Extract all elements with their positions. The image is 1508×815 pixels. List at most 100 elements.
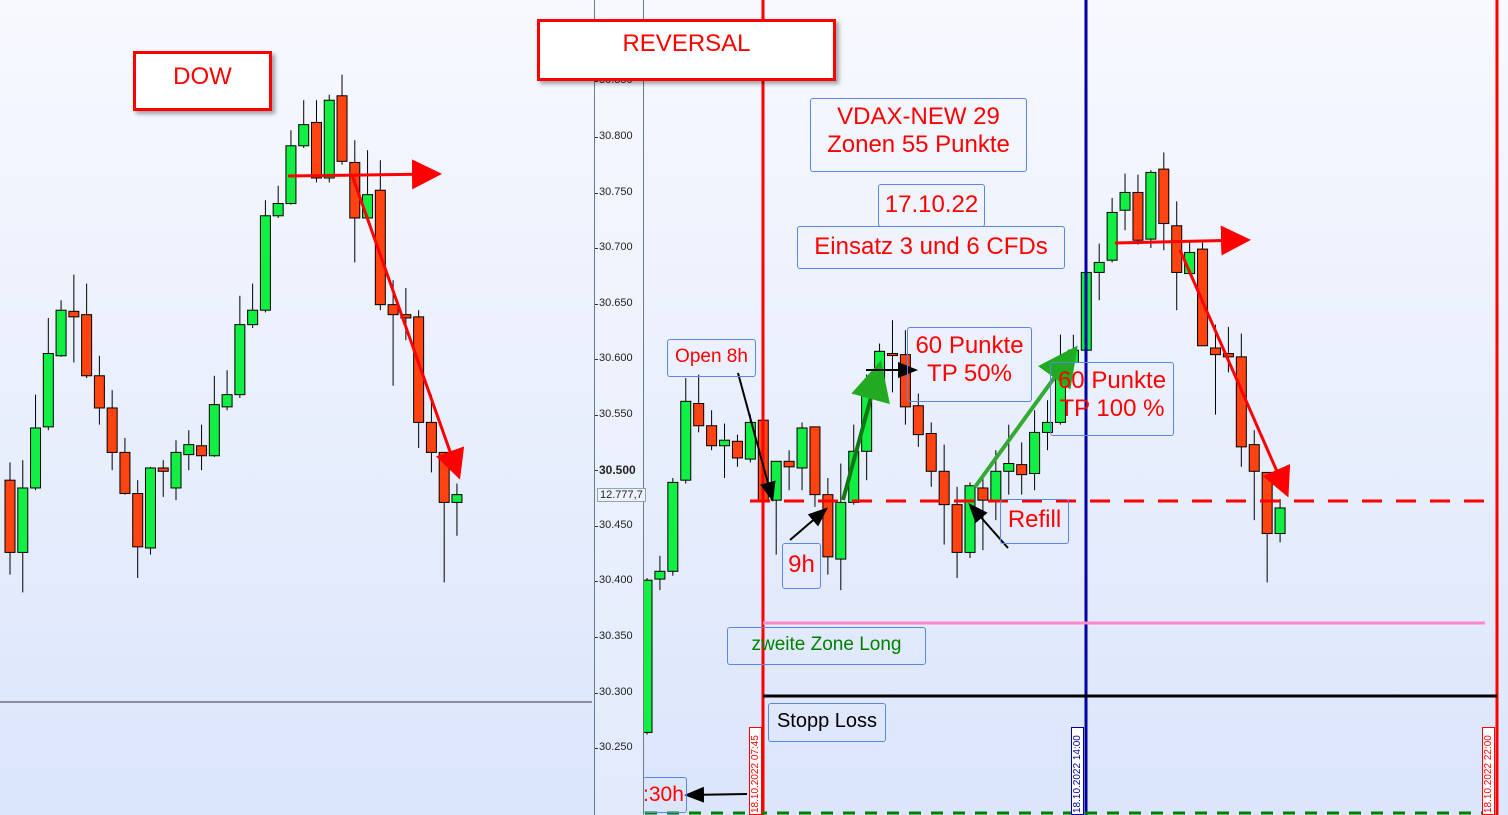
candle-up[interactable] [964, 485, 976, 553]
tp50-box: 60 Punkte TP 50% [907, 327, 1032, 402]
candle-up[interactable] [55, 309, 67, 357]
candle-down[interactable] [1248, 444, 1260, 472]
candle-down[interactable] [977, 487, 989, 501]
candle-up[interactable] [1042, 421, 1054, 433]
time-830-box: :30h [643, 777, 687, 813]
tp100-line1: 60 Punkte [1057, 367, 1167, 394]
time-marker-mid: 18.10.2022 14:00 [1071, 727, 1084, 815]
axis-tick: 30.600 [595, 352, 633, 365]
candle-up[interactable] [30, 427, 42, 489]
price-axis[interactable]: 12.777,7 30.90030.85030.80030.75030.7003… [594, 0, 646, 815]
candle-down[interactable] [387, 304, 399, 316]
date-box: 17.10.22 [878, 184, 985, 227]
candle-down[interactable] [1261, 471, 1273, 535]
candle-down[interactable] [310, 121, 322, 179]
candle-up[interactable] [1119, 191, 1131, 211]
candle-down[interactable] [822, 494, 834, 558]
candle-down[interactable] [81, 314, 93, 377]
dow-candles [4, 74, 463, 593]
candle-up[interactable] [1003, 463, 1015, 472]
candle-down[interactable] [899, 354, 911, 408]
candle-up[interactable] [221, 394, 233, 408]
candle-up[interactable] [719, 439, 731, 447]
candle-up[interactable] [1274, 507, 1286, 535]
candle-down[interactable] [1171, 225, 1183, 273]
candle-down[interactable] [349, 161, 361, 219]
candle-down[interactable] [413, 316, 425, 423]
candle-down[interactable] [4, 479, 16, 553]
dow-title-box: DOW [133, 51, 272, 111]
candle-down[interactable] [938, 470, 950, 506]
candle-down[interactable] [196, 445, 208, 457]
einsatz-box: Einsatz 3 und 6 CFDs [797, 226, 1065, 269]
candle-up[interactable] [1106, 211, 1118, 261]
time-830-arrow [684, 786, 748, 803]
price-tag: 12.777,7 [597, 488, 646, 502]
open8h-arrow [737, 372, 776, 502]
candle-up[interactable] [234, 324, 246, 396]
candle-up[interactable] [144, 467, 156, 549]
candle-up[interactable] [451, 494, 463, 503]
candle-down[interactable] [912, 405, 924, 436]
candle-down[interactable] [925, 433, 937, 472]
candle-up[interactable] [744, 421, 756, 460]
candle-up[interactable] [323, 99, 335, 179]
candle-down[interactable] [106, 407, 118, 453]
candle-up[interactable] [796, 427, 808, 469]
tp50-line1: 60 Punkte [915, 332, 1024, 359]
candle-down[interactable] [1132, 191, 1144, 241]
axis-tick: 30.650 [595, 296, 633, 309]
candle-up[interactable] [42, 353, 54, 428]
candle-down[interactable] [886, 353, 898, 357]
candle-down[interactable] [374, 189, 386, 306]
candle-down[interactable] [809, 426, 821, 496]
dow-horizontal-arrow [287, 159, 442, 190]
candle-up[interactable] [272, 203, 284, 217]
candle-up[interactable] [770, 460, 782, 501]
candle-down[interactable] [783, 460, 795, 468]
candle-down[interactable] [119, 451, 131, 495]
candle-up[interactable] [183, 444, 195, 456]
candle-up[interactable] [990, 470, 1002, 501]
candle-down[interactable] [157, 467, 169, 472]
candle-down[interactable] [336, 95, 348, 162]
candle-down[interactable] [693, 403, 705, 427]
candle-up[interactable] [835, 501, 847, 560]
refill-box: Refill [1000, 499, 1069, 544]
candle-up[interactable] [208, 404, 220, 457]
candle-up[interactable] [259, 215, 271, 311]
candle-down[interactable] [706, 425, 718, 447]
candle-down[interactable] [951, 504, 963, 553]
candle-up[interactable] [17, 487, 29, 553]
candle-up[interactable] [667, 481, 679, 572]
candle-up[interactable] [247, 309, 259, 326]
candle-down[interactable] [132, 493, 144, 548]
candle-down[interactable] [1235, 356, 1247, 448]
candle-down[interactable] [1158, 168, 1170, 225]
candle-up[interactable] [298, 124, 310, 147]
candle-down[interactable] [1016, 464, 1028, 476]
candle-up[interactable] [654, 570, 666, 580]
candle-down[interactable] [1209, 347, 1221, 356]
candle-up[interactable] [1029, 431, 1041, 475]
stop-loss-box: Stopp Loss [768, 703, 886, 742]
candle-up[interactable] [1145, 171, 1157, 240]
axis-tick: 30.750 [595, 185, 633, 198]
tp100-line2: TP 100 % [1059, 394, 1165, 422]
candle-down[interactable] [731, 440, 743, 459]
axis-tick: 30.800 [595, 130, 633, 142]
reversal-down-arrow [1178, 249, 1291, 498]
time-marker-open: 18.10.2022 07:45 [749, 727, 762, 815]
candle-up[interactable] [170, 451, 182, 489]
candle-up[interactable] [1093, 261, 1105, 273]
dow-down-arrow [350, 174, 465, 480]
candle-down[interactable] [425, 421, 437, 453]
candle-down[interactable] [1197, 248, 1209, 347]
candle-down[interactable] [68, 310, 80, 318]
time-marker-close: 18.10.2022 22:00 [1482, 727, 1495, 815]
candle-down[interactable] [93, 375, 105, 409]
candle-down[interactable] [438, 451, 450, 503]
axis-tick: 30.350 [595, 629, 633, 642]
candle-up[interactable] [680, 400, 692, 481]
